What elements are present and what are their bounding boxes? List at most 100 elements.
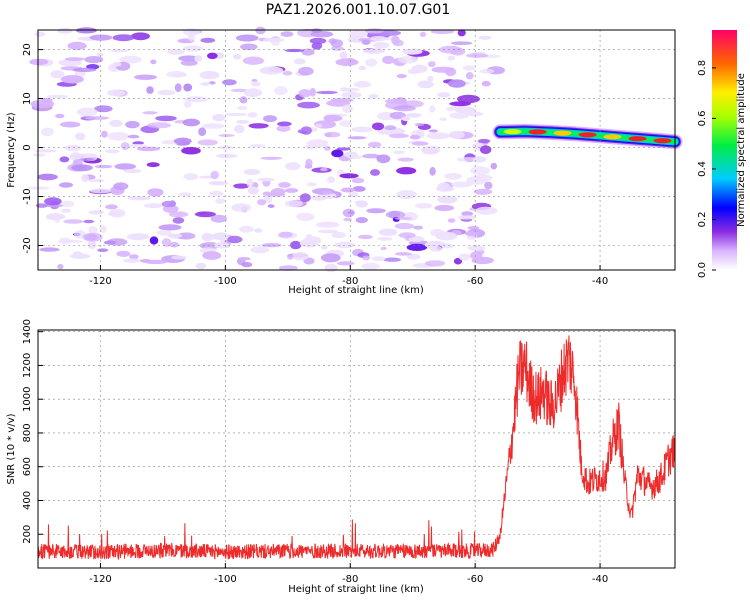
noise-blob <box>290 240 302 250</box>
noise-blob <box>83 219 95 224</box>
noise-blob <box>41 97 53 103</box>
noise-blob <box>146 162 160 168</box>
noise-blob <box>261 243 282 248</box>
noise-blob <box>484 181 493 190</box>
noise-blob <box>58 59 82 66</box>
noise-blob <box>378 228 398 236</box>
noise-blob <box>282 70 293 76</box>
snr-x-tick-label: -120 <box>89 574 112 585</box>
noise-blob <box>107 132 130 141</box>
noise-blob <box>298 89 312 98</box>
noise-blob <box>417 80 434 89</box>
noise-blob <box>183 83 193 92</box>
signal-peak <box>628 136 647 142</box>
noise-blob <box>60 75 84 84</box>
snr-y-ticks: 200 400 600 800 1000 1200 1400 <box>22 319 43 544</box>
noise-blob <box>392 150 406 155</box>
snr-x-label: Height of straight line (km) <box>288 584 424 595</box>
noise-blob <box>376 154 391 164</box>
noise-blob <box>212 232 229 240</box>
noise-blob <box>134 74 157 80</box>
noise-blob <box>103 240 117 245</box>
noise-blob <box>202 251 222 260</box>
noise-blob <box>297 101 320 109</box>
noise-blob <box>75 132 86 141</box>
signal-peak <box>578 132 597 138</box>
noise-blob <box>339 173 359 179</box>
noise-blob <box>184 96 209 103</box>
noise-blob <box>490 162 497 170</box>
noise-blob <box>331 231 346 239</box>
noise-blob <box>247 186 259 195</box>
noise-blob <box>79 157 95 162</box>
noise-blob <box>451 41 473 45</box>
noise-blob <box>82 232 103 242</box>
noise-blob <box>64 57 85 61</box>
noise-blob <box>340 187 356 193</box>
noise-blob <box>197 139 218 146</box>
noise-blob <box>123 168 142 174</box>
noise-blob <box>398 56 418 64</box>
heatmap-y-ticks: 20 10 0 -10 -20 <box>22 43 43 254</box>
noise-blob <box>303 236 322 245</box>
heatmap-frame <box>37 29 676 271</box>
noise-blob <box>464 231 480 236</box>
noise-blob <box>87 240 97 250</box>
noise-blob <box>250 246 269 254</box>
noise-blob <box>428 129 438 133</box>
noise-blob <box>199 71 220 80</box>
noise-blob <box>57 27 73 34</box>
snr-y-tick-label: 600 <box>22 457 33 476</box>
noise-blob <box>181 146 201 155</box>
noise-blob <box>448 79 466 88</box>
noise-blob <box>437 195 458 204</box>
noise-blob <box>316 90 338 95</box>
noise-blob <box>305 158 313 168</box>
noise-blob <box>394 217 412 220</box>
noise-blob <box>71 164 93 172</box>
noise-blob <box>411 64 428 74</box>
snr-frame <box>37 329 676 569</box>
noise-blob <box>341 91 362 99</box>
heatmap-x-tick-label: -60 <box>467 276 483 287</box>
snr-y-tick-label: 200 <box>22 525 33 544</box>
noise-blob <box>287 253 294 260</box>
noise-blob <box>430 29 455 35</box>
noise-blob <box>60 200 75 208</box>
noise-blob <box>167 233 183 238</box>
noise-blob <box>401 116 411 122</box>
noise-blob <box>331 149 344 158</box>
noise-blob <box>67 41 87 51</box>
noise-blob <box>306 139 329 148</box>
noise-blob <box>419 31 427 37</box>
noise-blob <box>166 48 185 55</box>
noise-blob <box>406 243 428 251</box>
noise-blob <box>127 233 150 241</box>
noise-blob <box>278 231 293 238</box>
noise-blob <box>89 34 113 41</box>
noise-blob <box>254 228 263 233</box>
noise-blob <box>201 123 225 129</box>
noise-blob <box>409 134 421 140</box>
noise-blob <box>465 53 489 58</box>
noise-blob <box>200 82 211 86</box>
noise-blob <box>427 75 434 82</box>
noise-blob <box>440 243 454 249</box>
noise-blob <box>457 94 480 104</box>
colorbar: 0.0 0.2 0.4 0.6 0.8 Normalized spectral ampl… <box>697 30 747 278</box>
noise-blob <box>421 145 440 155</box>
noise-blob <box>357 234 373 240</box>
noise-blob <box>462 65 476 71</box>
noise-blob <box>264 195 273 204</box>
noise-blob <box>59 182 73 188</box>
snr-y-tick-label: 800 <box>22 423 33 442</box>
noise-blob <box>285 162 301 171</box>
noise-blob <box>227 235 243 244</box>
noise-blob <box>367 141 382 148</box>
noise-blob <box>219 145 234 150</box>
noise-blob <box>85 116 110 120</box>
noise-blob <box>28 186 50 190</box>
noise-blob <box>76 107 98 117</box>
noise-blob <box>246 178 254 188</box>
noise-blob <box>314 123 323 128</box>
